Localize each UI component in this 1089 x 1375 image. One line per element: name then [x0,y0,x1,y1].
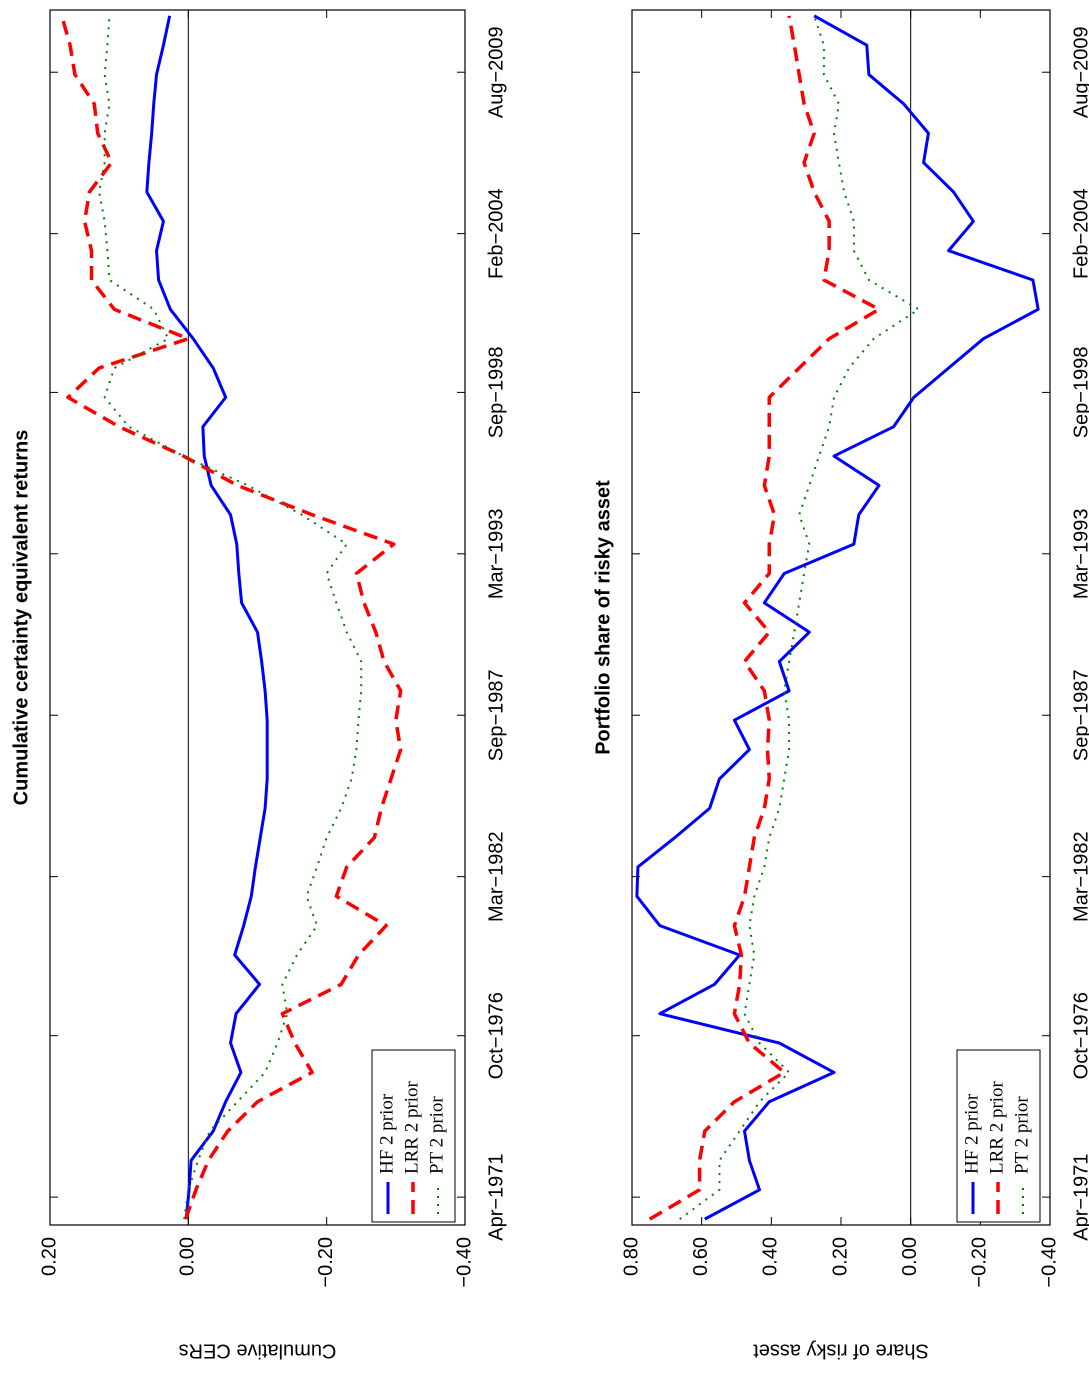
y-axis-label: Share of risky asset [753,1340,929,1362]
x-tick-label: Feb−2004 [485,188,507,279]
x-tick-label: Sep−1987 [485,669,507,761]
x-tick-label: Mar−1982 [485,831,507,922]
legend-box [371,1049,456,1223]
y-tick-label: 0.00 [899,1237,921,1276]
x-tick-label: Apr−1971 [485,1153,507,1240]
y-tick-label: −0.40 [1038,1237,1060,1288]
x-tick-label: Mar−1993 [485,509,507,600]
x-tick-label: Oct−1976 [485,992,507,1079]
chart-panel: −0.40 −0.20 0.00 0.20 Apr−1971 Oct−1976 Mar−19… [10,9,507,1362]
series-line [679,15,920,1220]
legend-label: PT 2 prior [1011,1096,1032,1174]
x-tick-label: Apr−1971 [1070,1153,1089,1240]
y-tick-label: 0.60 [690,1237,712,1276]
legend-label: HF 2 prior [376,1093,397,1174]
series-line [648,15,881,1221]
y-tick-label: 0.20 [38,1237,60,1276]
x-tick-label: Oct−1976 [1070,992,1089,1079]
y-tick-label: 0.00 [177,1237,199,1276]
series-line [635,14,1040,1221]
y-tick-label: 0.40 [760,1237,782,1276]
y-tick-label: 0.80 [620,1237,642,1276]
x-tick-label: Aug−2009 [1070,26,1089,118]
legend-label: PT 2 prior [426,1096,447,1174]
y-tick-label: −0.20 [969,1237,991,1288]
series-line [145,15,269,1220]
x-tick-label: Feb−2004 [1070,188,1089,279]
chart-title: Cumulative certainty equivalent returns [10,430,32,806]
chart-panel: −0.40 −0.20 0.00 0.20 0.40 0.60 0.80 Apr−1971 Oc… [592,9,1089,1362]
x-tick-label: Aug−2009 [485,26,507,118]
legend-box [956,1049,1041,1223]
y-axis-label: Cumulative CERs [179,1340,337,1362]
x-tick-label: Mar−1993 [1070,509,1089,600]
chart-title: Portfolio share of risky asset [592,480,614,755]
series-line [98,15,363,1220]
legend-label: HF 2 prior [961,1093,982,1174]
y-tick-label: 0.20 [829,1237,851,1276]
x-tick-label: Sep−1987 [1070,669,1089,761]
plot-frame [631,9,1051,1226]
legend-label: LRR 2 prior [986,1080,1007,1174]
y-tick-label: −0.40 [453,1237,475,1288]
x-tick-label: Sep−1998 [1070,347,1089,439]
x-tick-label: Sep−1998 [485,347,507,439]
legend-label: LRR 2 prior [401,1080,422,1174]
plot-frame [49,9,466,1226]
y-tick-label: −0.20 [315,1237,337,1288]
x-tick-label: Mar−1982 [1070,831,1089,922]
